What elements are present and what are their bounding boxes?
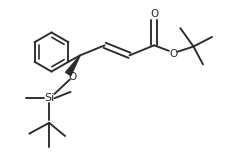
Text: O: O (150, 9, 158, 19)
Polygon shape (65, 55, 80, 76)
Text: O: O (169, 49, 177, 59)
Text: Si: Si (44, 93, 54, 103)
Text: O: O (69, 72, 77, 82)
